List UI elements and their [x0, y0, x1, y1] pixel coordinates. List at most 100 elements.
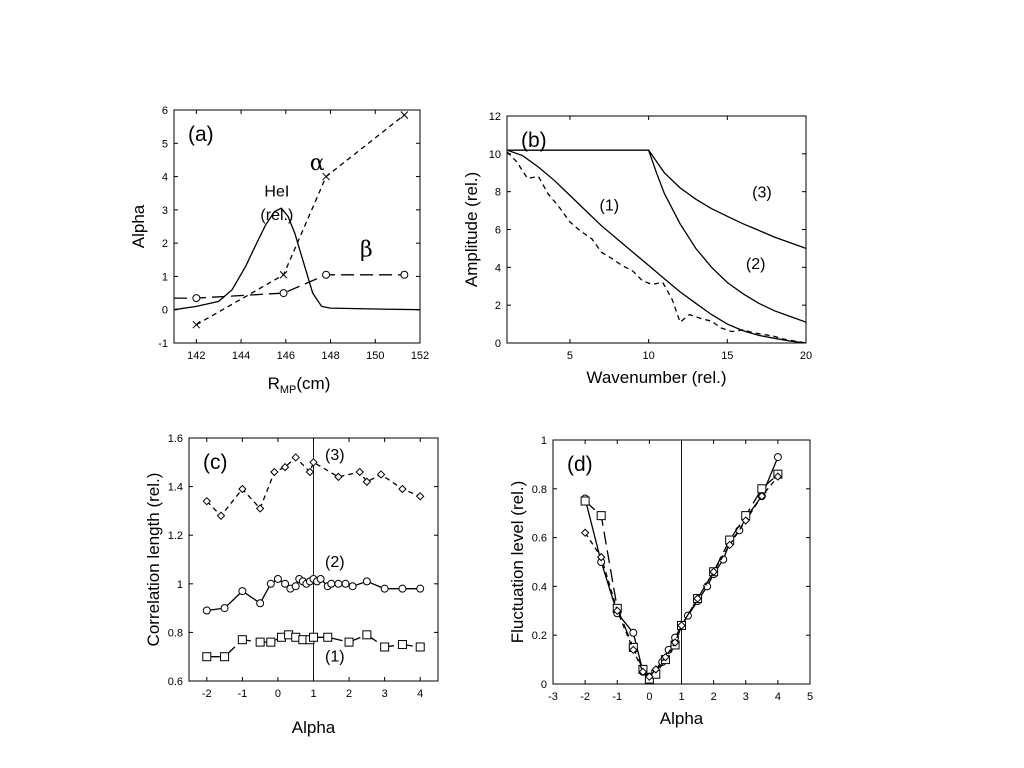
annotation: (rel.)	[260, 207, 293, 224]
y-tick-label: 3	[162, 205, 168, 217]
chart-a: 142 144 146 148 150 152 -1 0 1 2 3 4 5 6 HeI (rel.) α β (a…	[129, 105, 429, 396]
annotation: HeI	[264, 184, 289, 201]
x-tick-label: -2	[580, 691, 590, 703]
x-tick-label: 1	[678, 691, 684, 703]
x-tick-label: 4	[775, 691, 781, 703]
data-point	[580, 496, 590, 506]
y-tick-label: 2	[495, 300, 501, 312]
data-point	[398, 584, 407, 593]
data-point	[773, 453, 782, 462]
data-point	[216, 511, 226, 520]
annotation: α	[310, 151, 325, 176]
data-point	[670, 638, 680, 647]
data-point	[362, 630, 372, 640]
data-point	[266, 579, 275, 588]
data-point	[416, 492, 425, 501]
data-point	[400, 270, 409, 279]
series-line	[584, 473, 779, 681]
y-axis-label: Correlation length (rel.)	[144, 473, 163, 647]
y-tick-label: 12	[489, 111, 501, 123]
y-tick-label: 6	[495, 225, 501, 237]
data-point	[362, 477, 372, 486]
data-point	[279, 270, 288, 279]
series-a-0	[192, 111, 409, 329]
data-point	[415, 642, 425, 652]
data-point	[305, 467, 315, 477]
data-point	[256, 599, 265, 608]
series-line	[196, 114, 405, 326]
series-line	[507, 149, 806, 323]
data-point	[725, 540, 734, 550]
series-line	[584, 476, 779, 678]
y-tick-label: 0.2	[532, 630, 547, 642]
data-point	[322, 172, 330, 181]
y-tick-label: 1	[162, 271, 168, 283]
annotation: (2)	[746, 256, 766, 273]
data-point	[638, 667, 648, 677]
y-tick-label: 0.4	[532, 581, 547, 593]
data-point	[709, 567, 718, 576]
x-tick-label: 142	[187, 350, 205, 362]
panel-label: (d)	[567, 453, 593, 476]
data-point	[316, 574, 325, 583]
data-point	[202, 496, 211, 506]
data-point	[202, 652, 212, 662]
y-tick-label: 2	[162, 238, 168, 250]
y-tick-label: 5	[162, 138, 168, 150]
data-point	[703, 582, 712, 591]
series-a-2	[174, 207, 420, 311]
chart-d: -3 -2 -1 0 1 2 3 4 5 0 0.2 0.4 0.6 0.8 1 (d) Alpha Fluctu…	[508, 435, 813, 728]
data-point	[291, 453, 300, 462]
series-b-0	[507, 149, 806, 343]
y-tick-label: 1.4	[168, 482, 183, 494]
data-point	[651, 665, 661, 674]
y-tick-label: 1.2	[168, 530, 183, 542]
y-tick-label: 4	[162, 172, 168, 184]
x-tick-label: 152	[411, 350, 429, 362]
x-axis-label: Alpha	[660, 709, 704, 728]
x-tick-label: -1	[612, 691, 622, 703]
data-point	[677, 621, 686, 630]
y-tick-label: 10	[489, 149, 501, 161]
y-tick-label: 8	[495, 187, 501, 199]
x-axis-label: Alpha	[292, 718, 336, 737]
series-line	[507, 149, 806, 343]
data-point	[693, 594, 702, 603]
y-tick-label: 0	[495, 338, 501, 350]
data-point	[266, 637, 276, 647]
data-point	[380, 584, 389, 593]
data-point	[629, 645, 638, 655]
series-c-1	[202, 574, 425, 615]
x-tick-label: 10	[643, 350, 655, 362]
data-point	[416, 584, 425, 593]
y-axis-label: Amplitude (rel.)	[462, 172, 481, 287]
data-point	[309, 458, 318, 467]
data-point	[192, 320, 201, 329]
data-point	[334, 472, 343, 482]
data-point	[645, 672, 654, 681]
data-point	[238, 484, 247, 494]
data-point	[757, 484, 767, 494]
data-point	[355, 467, 364, 477]
x-tick-label: 3	[743, 691, 749, 703]
data-point	[281, 579, 290, 588]
data-point	[757, 491, 767, 501]
data-point	[398, 484, 407, 494]
data-point	[741, 516, 750, 525]
panel-label: (b)	[521, 129, 547, 152]
y-axis-label: Fluctuation level (rel.)	[508, 481, 527, 644]
y-tick-label: 0.8	[532, 484, 547, 496]
y-tick-label: -1	[158, 338, 168, 350]
data-point	[376, 470, 386, 479]
data-point	[400, 111, 409, 119]
x-tick-label: 2	[711, 691, 717, 703]
data-point	[220, 604, 229, 613]
y-tick-label: 0	[162, 305, 168, 317]
data-point	[255, 504, 265, 513]
series-line	[507, 149, 806, 250]
y-tick-label: 1	[541, 435, 547, 447]
data-point	[309, 632, 318, 642]
chart-b: 5 10 15 20 0 2 4 6 8 10 12 (1) (2) (3) (b) Wavenumber (…	[462, 111, 812, 387]
x-tick-label: -2	[202, 688, 212, 700]
